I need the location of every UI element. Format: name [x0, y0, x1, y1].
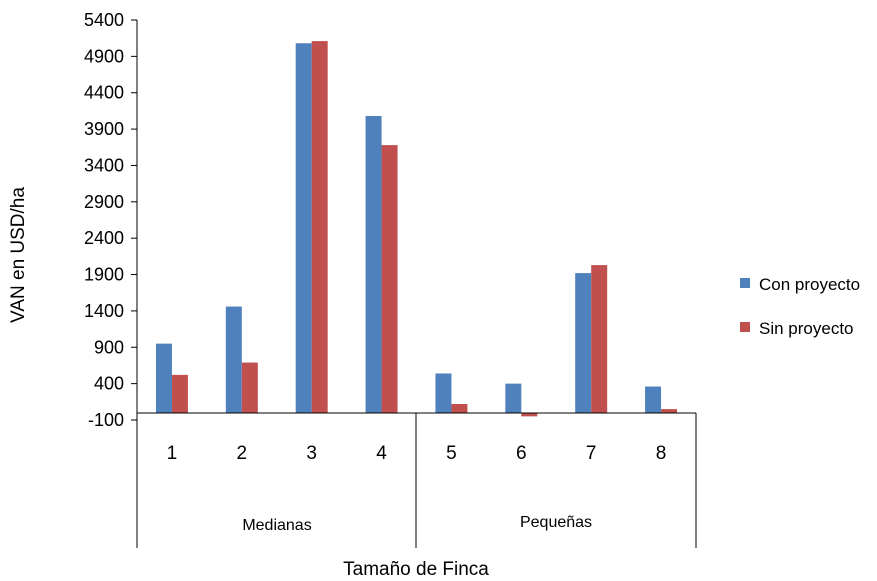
legend-label-sin-proyecto: Sin proyecto — [759, 319, 854, 338]
y-tick-label: 5400 — [84, 10, 124, 30]
bar-con-proyecto-1 — [155, 343, 172, 413]
bar-con-proyecto-2 — [225, 306, 242, 413]
y-tick-label: 3900 — [84, 119, 124, 139]
group-label-medianas: Medianas — [242, 517, 311, 534]
y-tick-label: 400 — [94, 374, 124, 394]
bar-sin-proyecto-4 — [381, 145, 398, 413]
bar-sin-proyecto-1 — [171, 374, 188, 413]
x-category-label: 3 — [306, 443, 317, 464]
x-axis: 1 2 3 4 5 6 7 8 Medianas Pequeñas — [136, 412, 697, 548]
y-axis-title: VAN en USD/ha — [8, 187, 29, 323]
x-category-label: 1 — [167, 443, 178, 464]
bar-con-proyecto-4 — [365, 116, 382, 413]
y-tick-group: -100 400 900 1400 1900 2400 2900 3400 3900 4400 49… — [84, 10, 137, 430]
legend-label-con-proyecto: Con proyecto — [759, 275, 860, 294]
y-tick-label: 4900 — [84, 46, 124, 66]
bar-con-proyecto-7 — [575, 273, 592, 413]
bar-sin-proyecto-3 — [311, 41, 328, 413]
group-label-pequenas: Pequeñas — [520, 514, 592, 531]
bar-sin-proyecto-8 — [661, 409, 678, 413]
bars — [155, 41, 678, 417]
y-tick-label: 3400 — [84, 155, 124, 175]
legend: Con proyecto Sin proyecto — [740, 275, 860, 338]
x-category-label: 6 — [516, 443, 527, 464]
x-category-label: 4 — [376, 443, 387, 464]
y-tick-label: 1400 — [84, 301, 124, 321]
legend-swatch-sin-proyecto — [740, 322, 750, 332]
y-tick-label: 900 — [94, 337, 124, 357]
y-tick-label: -100 — [88, 410, 124, 430]
y-tick-label: 2900 — [84, 192, 124, 212]
y-tick-label: 2400 — [84, 228, 124, 248]
y-tick-label: 1900 — [84, 265, 124, 285]
bar-con-proyecto-5 — [435, 373, 452, 413]
bar-sin-proyecto-2 — [241, 362, 258, 413]
x-category-label: 7 — [586, 443, 597, 464]
bar-sin-proyecto-5 — [451, 404, 468, 413]
x-category-label: 8 — [656, 443, 667, 464]
bar-sin-proyecto-7 — [591, 265, 608, 413]
bar-con-proyecto-6 — [505, 383, 522, 413]
x-category-label: 5 — [446, 443, 457, 464]
y-tick-label: 4400 — [84, 83, 124, 103]
legend-swatch-con-proyecto — [740, 278, 750, 288]
x-axis-title: Tamaño de Finca — [343, 559, 489, 580]
bar-con-proyecto-8 — [645, 386, 662, 413]
bar-sin-proyecto-6 — [521, 412, 538, 417]
x-category-label: 2 — [237, 443, 248, 464]
y-axis: -100 400 900 1400 1900 2400 2900 3400 3900 4400 49… — [84, 10, 138, 430]
bar-con-proyecto-3 — [295, 43, 312, 413]
x-category-labels: 1 2 3 4 5 6 7 8 — [167, 443, 667, 464]
